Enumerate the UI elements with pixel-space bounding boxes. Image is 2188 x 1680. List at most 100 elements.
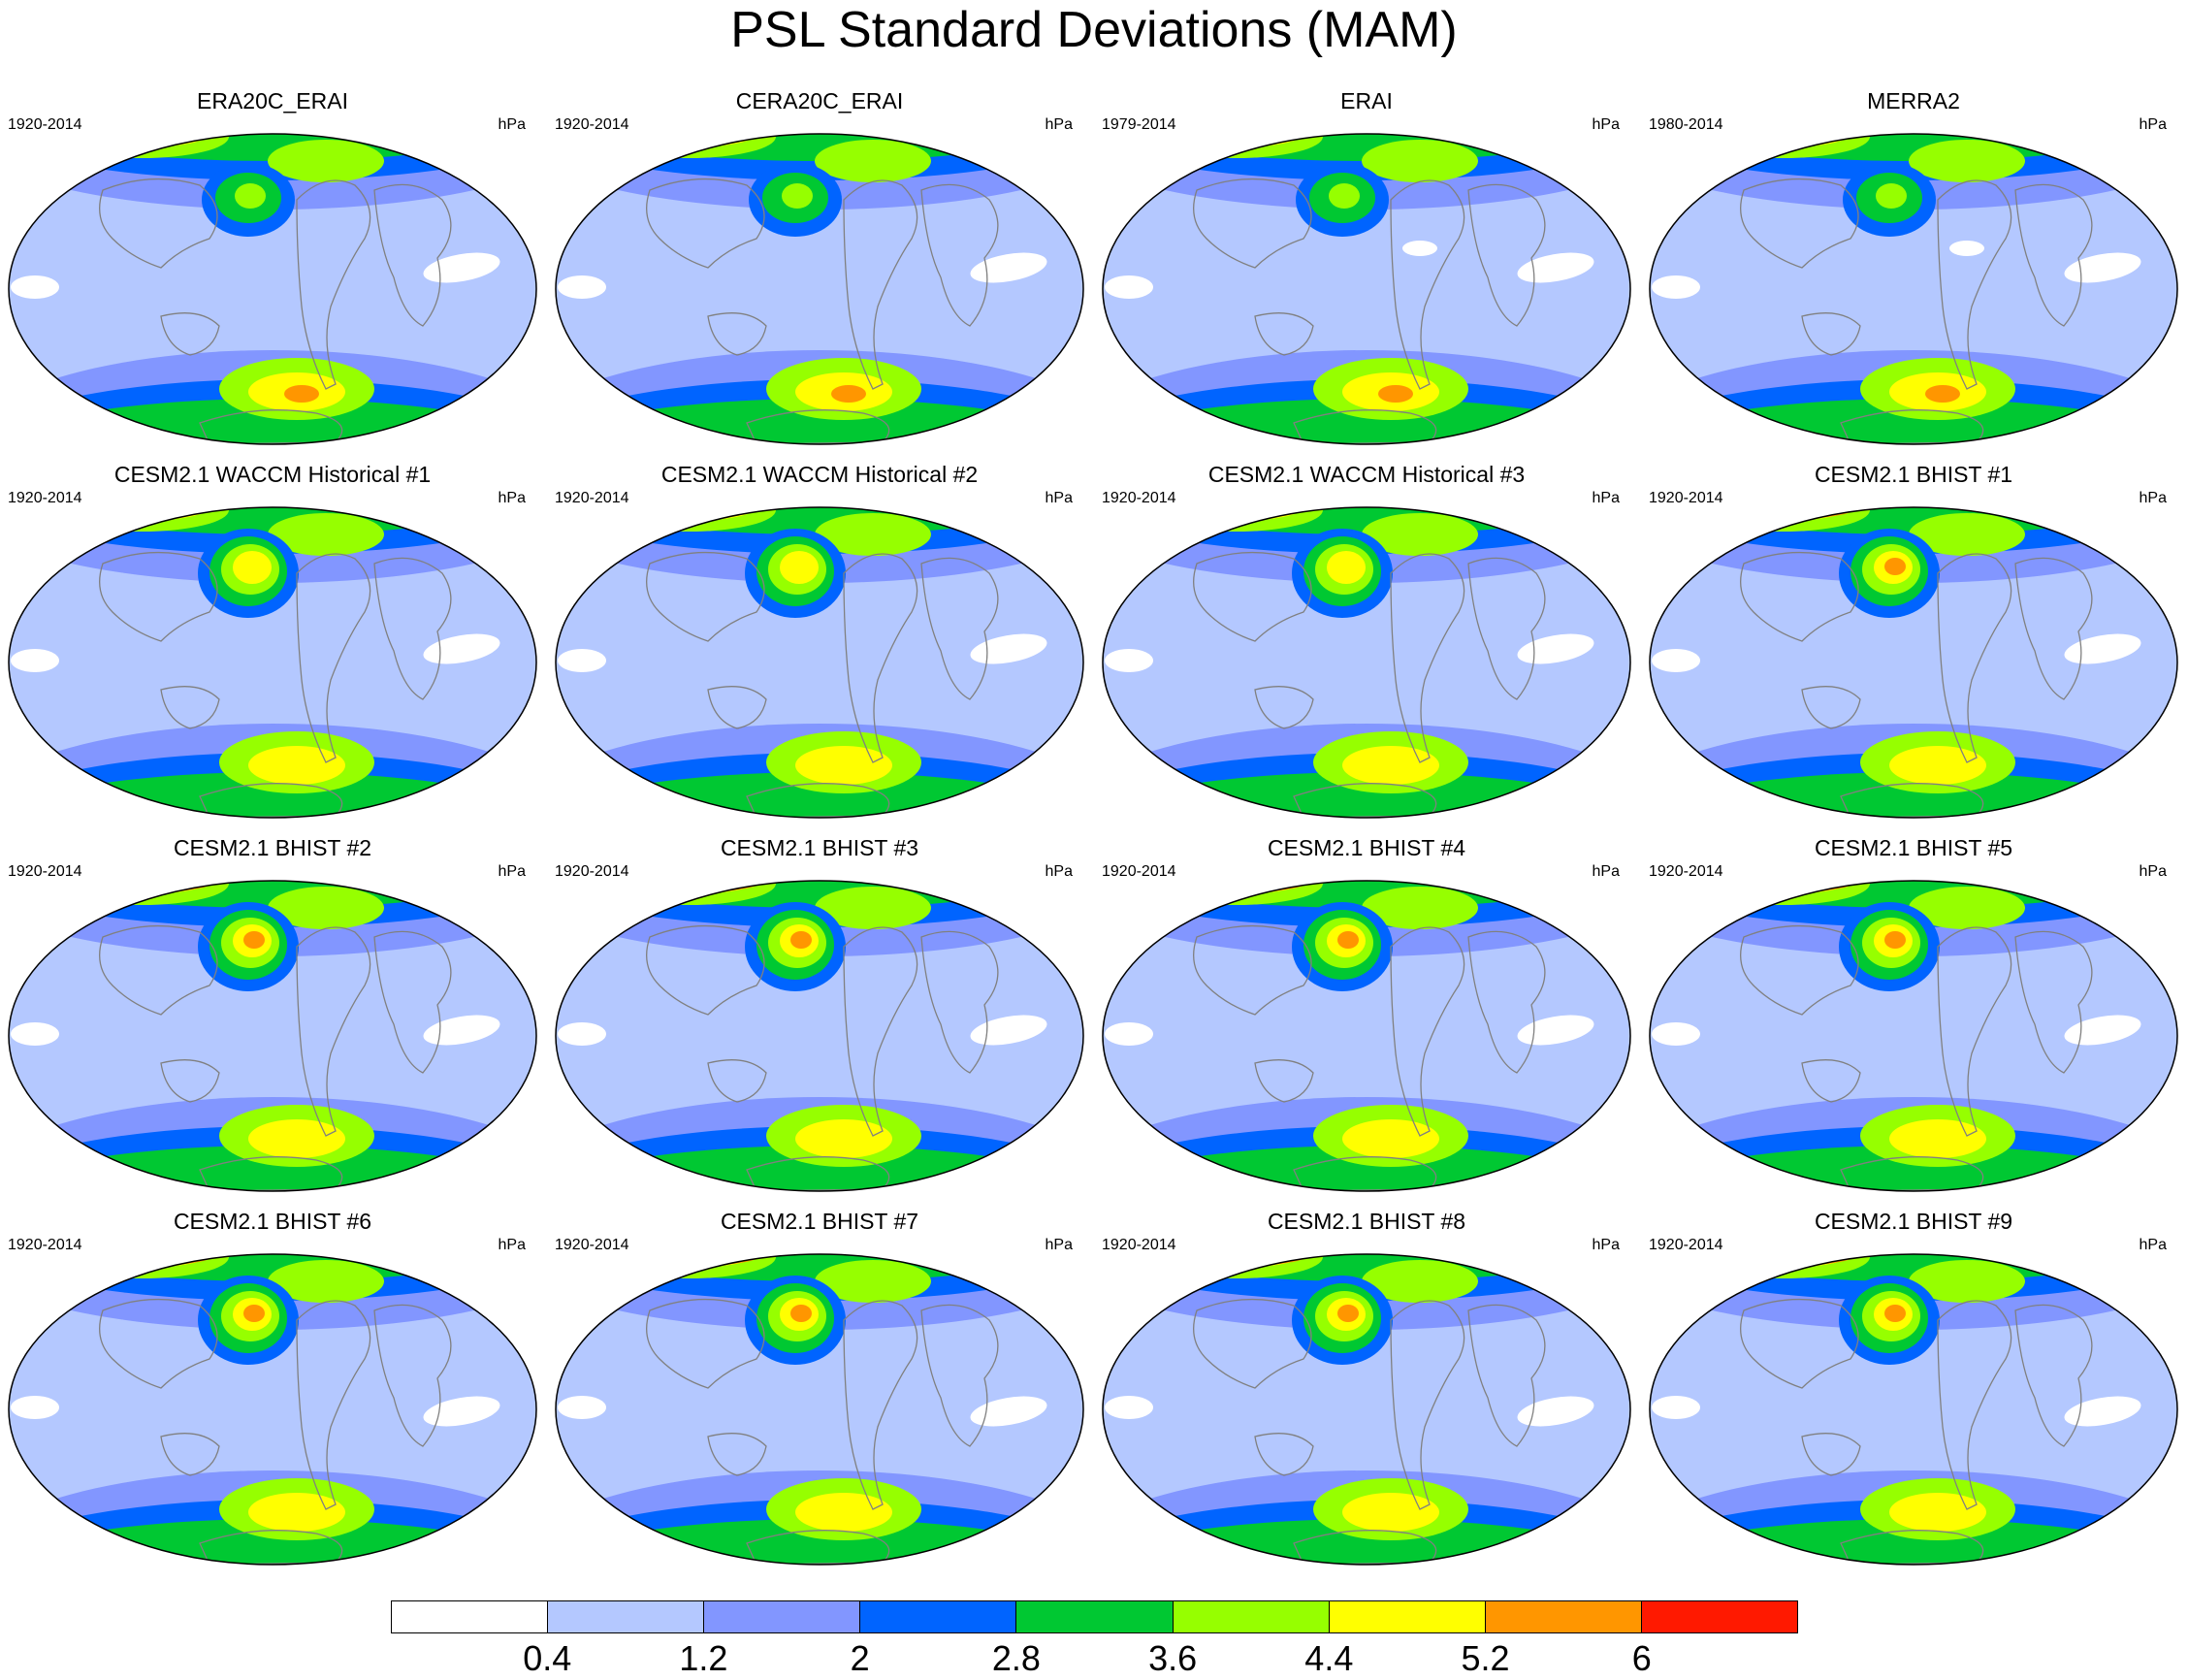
colorbar-box xyxy=(1016,1601,1174,1632)
colorbar-box xyxy=(704,1601,861,1632)
panel-years: 1920-2014 xyxy=(1649,863,1723,880)
panel-map xyxy=(553,505,1086,821)
colorbar-label: 6 xyxy=(1631,1638,1652,1678)
panel-map xyxy=(553,1252,1086,1567)
colorbar-label: 0.4 xyxy=(523,1638,572,1678)
panel-units: hPa xyxy=(498,116,526,133)
colorbar-label: 1.2 xyxy=(679,1638,728,1678)
panel-units: hPa xyxy=(1592,490,1620,506)
panel-title: CESM2.1 BHIST #3 xyxy=(720,835,919,860)
colorbar-label: 2 xyxy=(850,1638,870,1678)
robinson-map xyxy=(555,1253,1084,1566)
panel-map xyxy=(6,879,539,1194)
robinson-map xyxy=(1649,880,2178,1192)
map-panel: CESM2.1 BHIST #4 1920-2014 hPa xyxy=(1094,834,1639,1195)
robinson-map xyxy=(1649,1253,2178,1566)
robinson-map xyxy=(555,506,1084,819)
colorbar-label: 4.4 xyxy=(1304,1638,1354,1678)
map-panel: MERRA2 1980-2014 hPa xyxy=(1641,87,2186,448)
panel-title: ERA20C_ERAI xyxy=(197,88,348,113)
robinson-map xyxy=(1102,880,1631,1192)
map-border xyxy=(1102,880,1631,1192)
map-border xyxy=(555,506,1084,819)
panel-units: hPa xyxy=(1592,863,1620,880)
map-border xyxy=(1649,880,2178,1192)
map-border xyxy=(1102,1253,1631,1566)
map-panel: CESM2.1 BHIST #7 1920-2014 hPa xyxy=(547,1208,1092,1568)
colorbar-box xyxy=(548,1601,705,1632)
panel-title: CESM2.1 BHIST #6 xyxy=(173,1209,372,1234)
map-panel: CESM2.1 BHIST #9 1920-2014 hPa xyxy=(1641,1208,2186,1568)
panel-years: 1920-2014 xyxy=(1102,863,1176,880)
panel-map xyxy=(1647,879,2180,1194)
map-border xyxy=(8,880,537,1192)
map-border xyxy=(1649,506,2178,819)
panel-map xyxy=(1647,505,2180,821)
map-border xyxy=(555,133,1084,445)
panel-years: 1979-2014 xyxy=(1102,116,1176,133)
robinson-map xyxy=(8,1253,537,1566)
robinson-map xyxy=(8,506,537,819)
panel-title: CESM2.1 BHIST #8 xyxy=(1267,1209,1466,1234)
panel-units: hPa xyxy=(2139,863,2167,880)
colorbar-box xyxy=(392,1601,549,1632)
panel-units: hPa xyxy=(498,490,526,506)
panel-title: CESM2.1 BHIST #9 xyxy=(1814,1209,2013,1234)
panel-title: CESM2.1 WACCM Historical #1 xyxy=(113,462,432,487)
robinson-map xyxy=(1649,133,2178,445)
panel-years: 1920-2014 xyxy=(555,490,629,506)
panel-map xyxy=(1100,132,1633,447)
panel-units: hPa xyxy=(498,1237,526,1253)
map-panel: CESM2.1 BHIST #8 1920-2014 hPa xyxy=(1094,1208,1639,1568)
map-panel: CESM2.1 BHIST #2 1920-2014 hPa xyxy=(0,834,545,1195)
panel-title: CESM2.1 BHIST #2 xyxy=(173,835,372,860)
panel-title: CERA20C_ERAI xyxy=(735,88,904,113)
panel-units: hPa xyxy=(2139,490,2167,506)
panel-map xyxy=(1100,879,1633,1194)
colorbar-label: 5.2 xyxy=(1461,1638,1510,1678)
map-panel: ERA20C_ERAI 1920-2014 hPa xyxy=(0,87,545,448)
map-border xyxy=(1102,133,1631,445)
colorbar-label: 2.8 xyxy=(991,1638,1041,1678)
panel-map xyxy=(553,879,1086,1194)
colorbar-label: 3.6 xyxy=(1148,1638,1198,1678)
panel-map xyxy=(1647,132,2180,447)
panel-units: hPa xyxy=(1045,490,1073,506)
panel-title: ERAI xyxy=(1340,88,1393,113)
map-border xyxy=(8,133,537,445)
robinson-map xyxy=(1102,506,1631,819)
panel-years: 1920-2014 xyxy=(8,863,82,880)
panel-years: 1920-2014 xyxy=(8,1237,82,1253)
panel-map xyxy=(1647,1252,2180,1567)
panel-map xyxy=(1100,1252,1633,1567)
panel-units: hPa xyxy=(1045,1237,1073,1253)
panel-units: hPa xyxy=(2139,1237,2167,1253)
panel-title: CESM2.1 BHIST #7 xyxy=(720,1209,919,1234)
map-border xyxy=(1649,133,2178,445)
panel-map xyxy=(6,1252,539,1567)
map-border xyxy=(555,880,1084,1192)
panel-years: 1920-2014 xyxy=(1102,490,1176,506)
panel-years: 1920-2014 xyxy=(555,1237,629,1253)
panel-years: 1920-2014 xyxy=(1649,1237,1723,1253)
panel-title: CESM2.1 WACCM Historical #3 xyxy=(1207,462,1526,487)
robinson-map xyxy=(555,133,1084,445)
panel-title: CESM2.1 BHIST #1 xyxy=(1814,462,2013,487)
map-panel: ERAI 1979-2014 hPa xyxy=(1094,87,1639,448)
colorbar-box xyxy=(860,1601,1017,1632)
panel-units: hPa xyxy=(1592,1237,1620,1253)
map-panel: CESM2.1 WACCM Historical #1 1920-2014 hPa xyxy=(0,461,545,822)
robinson-map xyxy=(8,133,537,445)
map-border xyxy=(555,1253,1084,1566)
map-border xyxy=(1102,506,1631,819)
map-panel: CERA20C_ERAI 1920-2014 hPa xyxy=(547,87,1092,448)
map-panel: CESM2.1 WACCM Historical #3 1920-2014 hPa xyxy=(1094,461,1639,822)
map-panel: CESM2.1 BHIST #3 1920-2014 hPa xyxy=(547,834,1092,1195)
colorbar xyxy=(391,1600,1798,1633)
panel-years: 1920-2014 xyxy=(1649,490,1723,506)
panel-units: hPa xyxy=(2139,116,2167,133)
panel-title: CESM2.1 WACCM Historical #2 xyxy=(660,462,979,487)
panel-map xyxy=(6,505,539,821)
panel-years: 1920-2014 xyxy=(555,863,629,880)
panel-years: 1920-2014 xyxy=(8,490,82,506)
